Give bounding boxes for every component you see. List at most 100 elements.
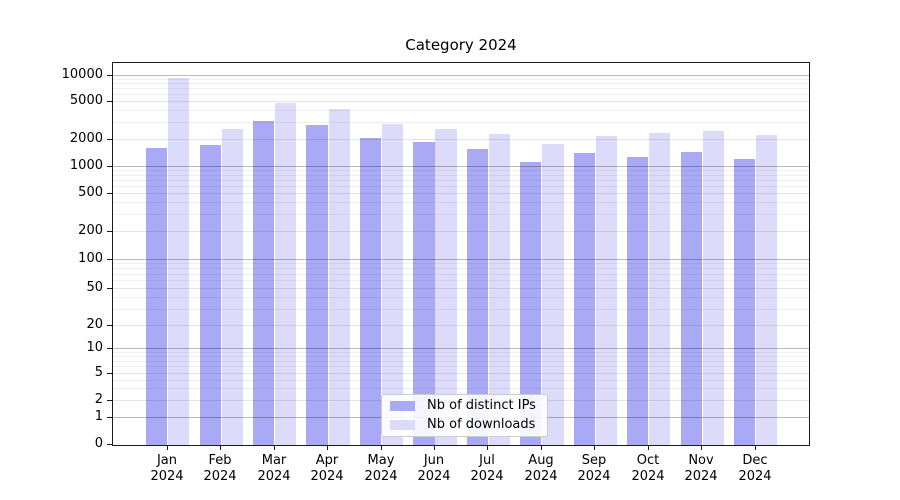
bar-downloads-jan	[168, 78, 190, 445]
x-tick-year-jun: 2024	[417, 469, 451, 484]
bars-layer	[113, 63, 809, 445]
y-tick-label-10: 10	[86, 340, 103, 355]
x-tick-mark-jan	[167, 446, 168, 450]
legend-swatch-downloads	[390, 420, 415, 430]
legend-entry-downloads: Nb of downloads	[390, 417, 539, 433]
bar-ips-feb	[199, 145, 221, 445]
y-tick-mark-10	[107, 348, 112, 349]
bar-downloads-aug	[542, 144, 564, 445]
bar-ips-jan	[146, 147, 168, 445]
minor-gridline-90	[113, 263, 809, 264]
x-tick-year-nov: 2024	[684, 469, 718, 484]
y-tick-mark-0	[107, 444, 112, 445]
y-tick-mark-5000	[107, 101, 112, 102]
plot-area: Nb of distinct IPs Nb of downloads	[112, 62, 810, 446]
x-tick-mark-mar	[274, 446, 275, 450]
y-tick-mark-1	[107, 417, 112, 418]
minor-gridline-30	[113, 309, 809, 310]
y-tick-mark-10000	[107, 75, 112, 76]
gridline-10000	[113, 75, 809, 76]
x-tick-label-may: May 2024	[349, 453, 413, 485]
bar-ips-may	[359, 138, 382, 445]
y-tick-label-50: 50	[86, 280, 103, 295]
minor-gridline-6	[113, 366, 809, 367]
gridline-20	[113, 325, 809, 326]
gridline-2000	[113, 139, 809, 140]
x-tick-label-jun: Jun 2024	[402, 453, 466, 485]
minor-gridline-8	[113, 356, 809, 357]
x-tick-year-jul: 2024	[470, 469, 504, 484]
bar-ips-nov	[680, 152, 702, 445]
minor-gridline-700	[113, 180, 809, 181]
minor-gridline-40	[113, 297, 809, 298]
y-tick-mark-200	[107, 231, 112, 232]
bar-downloads-feb	[221, 128, 243, 445]
legend: Nb of distinct IPs Nb of downloads	[381, 394, 548, 437]
bar-downloads-nov	[702, 131, 724, 445]
x-tick-mark-aug	[541, 446, 542, 450]
x-tick-label-jan: Jan 2024	[135, 453, 199, 485]
minor-gridline-6000	[113, 94, 809, 95]
bar-ips-oct	[627, 157, 649, 445]
x-tick-label-mar: Mar 2024	[242, 453, 306, 485]
gridline-5	[113, 373, 809, 374]
x-tick-year-dec: 2024	[738, 469, 772, 484]
bar-downloads-apr	[328, 109, 350, 445]
x-tick-mark-jul	[487, 446, 488, 450]
minor-gridline-80	[113, 268, 809, 269]
x-tick-mark-dec	[755, 446, 756, 450]
minor-gridline-800	[113, 175, 809, 176]
gridlines-layer	[113, 63, 809, 445]
x-tick-year-aug: 2024	[524, 469, 558, 484]
gridline-1000	[113, 166, 809, 167]
bar-ips-mar	[252, 120, 275, 445]
y-tick-label-2000: 2000	[69, 131, 103, 146]
bar-downloads-dec	[756, 135, 778, 445]
y-tick-label-100: 100	[78, 251, 103, 266]
x-tick-label-oct: Oct 2024	[616, 453, 680, 485]
y-tick-mark-2	[107, 400, 112, 401]
x-tick-label-jul: Jul 2024	[455, 453, 519, 485]
gridline-100	[113, 259, 809, 260]
y-tick-label-5000: 5000	[69, 93, 103, 108]
bar-ips-jun	[413, 142, 435, 445]
y-tick-label-20: 20	[86, 317, 103, 332]
minor-gridline-4	[113, 380, 809, 381]
bar-ips-sep	[573, 152, 595, 445]
legend-swatch-distinct-ips	[390, 401, 415, 411]
gridline-5000	[113, 101, 809, 102]
y-tick-label-0: 0	[94, 436, 103, 451]
bar-downloads-mar	[275, 102, 297, 445]
legend-label-downloads: Nb of downloads	[427, 417, 536, 432]
x-tick-year-apr: 2024	[310, 469, 344, 484]
minor-gridline-7	[113, 361, 809, 362]
bar-downloads-may	[381, 124, 404, 445]
y-tick-mark-500	[107, 193, 112, 194]
y-tick-mark-5	[107, 373, 112, 374]
y-tick-mark-100	[107, 259, 112, 260]
minor-gridline-7000	[113, 88, 809, 89]
bar-downloads-sep	[595, 136, 617, 445]
bar-downloads-jun	[435, 128, 457, 445]
x-tick-label-sep: Sep 2024	[562, 453, 626, 485]
minor-gridline-9	[113, 352, 809, 353]
y-tick-label-5: 5	[94, 365, 103, 380]
y-tick-label-10000: 10000	[61, 67, 103, 82]
gridline-50	[113, 288, 809, 289]
y-tick-label-1: 1	[94, 409, 103, 424]
legend-entry-distinct-ips: Nb of distinct IPs	[390, 398, 539, 414]
bar-downloads-jul	[488, 133, 511, 445]
x-tick-mark-sep	[594, 446, 595, 450]
minor-gridline-9000	[113, 79, 809, 80]
minor-gridline-900	[113, 170, 809, 171]
x-tick-year-feb: 2024	[203, 469, 237, 484]
x-tick-mark-apr	[327, 446, 328, 450]
minor-gridline-600	[113, 186, 809, 187]
bar-ips-apr	[306, 125, 328, 445]
minor-gridline-60	[113, 280, 809, 281]
minor-gridline-3000	[113, 122, 809, 123]
x-tick-mark-nov	[701, 446, 702, 450]
gridline-10	[113, 348, 809, 349]
x-tick-label-nov: Nov 2024	[669, 453, 733, 485]
